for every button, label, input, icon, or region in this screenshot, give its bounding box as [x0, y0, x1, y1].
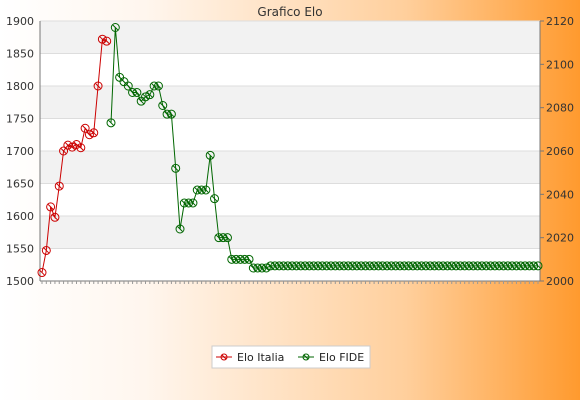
- grid-band: [40, 21, 540, 54]
- y-left-tick-label: 1800: [6, 80, 34, 93]
- y-right-tick-label: 2000: [546, 275, 574, 288]
- data-point-elo-italia: [102, 36, 112, 46]
- data-point-elo-italia: [97, 34, 107, 44]
- data-point-elo-italia: [89, 128, 99, 138]
- data-point-elo-fide: [158, 101, 168, 110]
- data-point-elo-fide: [210, 194, 220, 204]
- legend-label-elo-italia: Elo Italia: [237, 351, 284, 364]
- y-left-tick-label: 1650: [6, 178, 34, 191]
- series-elo-italia: [37, 34, 112, 278]
- data-point-elo-italia: [46, 202, 56, 212]
- y-left-tick-label: 1900: [6, 15, 34, 28]
- data-point-elo-italia: [93, 81, 103, 91]
- data-point-elo-fide: [166, 109, 176, 119]
- y-right-tick-label: 2120: [546, 15, 574, 28]
- legend: Elo Italia Elo FIDE: [211, 345, 371, 369]
- data-point-elo-fide: [261, 263, 271, 273]
- data-point-elo-fide: [533, 261, 543, 271]
- chart-title: Grafico Elo: [257, 5, 322, 19]
- legend-marker-elo-italia: [220, 353, 228, 361]
- data-point-elo-fide: [153, 81, 163, 91]
- data-point-elo-fide: [244, 254, 254, 264]
- y-right-tick-label: 2100: [546, 58, 574, 71]
- data-point-elo-fide: [110, 23, 120, 32]
- data-point-elo-italia: [54, 181, 64, 191]
- data-point-elo-fide: [205, 150, 215, 160]
- data-point-elo-fide: [171, 163, 181, 173]
- data-point-elo-italia: [41, 245, 51, 255]
- data-point-elo-fide: [145, 90, 155, 100]
- data-point-elo-fide: [123, 81, 133, 91]
- y-right-tick-label: 2080: [546, 102, 574, 115]
- data-point-elo-italia: [63, 140, 73, 150]
- data-point-elo-fide: [201, 185, 211, 195]
- y-right-tick-label: 2020: [546, 232, 574, 245]
- legend-marker-elo-fide: [302, 353, 310, 361]
- grid-band: [40, 86, 540, 119]
- series-line-elo-fide: [110, 27, 538, 269]
- data-point-elo-fide: [132, 88, 142, 97]
- y-left-tick-label: 1700: [6, 145, 34, 158]
- y-left-tick-label: 1550: [6, 243, 34, 256]
- data-point-elo-italia: [37, 268, 47, 278]
- series-line-elo-italia: [41, 38, 107, 273]
- y-left-tick-label: 1600: [6, 210, 34, 223]
- y-left-tick-label: 1850: [6, 48, 34, 61]
- data-point-elo-fide: [141, 92, 151, 102]
- data-point-elo-fide: [188, 198, 198, 208]
- y-left-tick-label: 1500: [6, 275, 34, 288]
- data-point-elo-italia: [76, 143, 86, 153]
- axes: 1500 1550 1600 1650 1700 1750 1800 1850 1900 2000…: [6, 15, 574, 288]
- data-point-elo-fide: [175, 224, 185, 234]
- data-point-elo-fide: [222, 233, 232, 243]
- data-point-elo-fide: [106, 118, 116, 128]
- y-left-tick-label: 1750: [6, 113, 34, 126]
- data-point-elo-italia: [59, 146, 69, 156]
- data-point-elo-italia: [67, 142, 77, 152]
- data-point-elo-italia: [50, 212, 60, 222]
- y-right-tick-label: 2060: [546, 145, 574, 158]
- series-elo-fide: [106, 23, 543, 273]
- series-lines: [37, 23, 543, 278]
- legend-box: [211, 345, 371, 369]
- y-right-tick-label: 2040: [546, 188, 574, 201]
- legend-label-elo-fide: Elo FIDE: [319, 351, 364, 364]
- grid-band: [40, 216, 540, 249]
- grid-band: [40, 151, 540, 184]
- data-point-elo-italia: [80, 123, 90, 133]
